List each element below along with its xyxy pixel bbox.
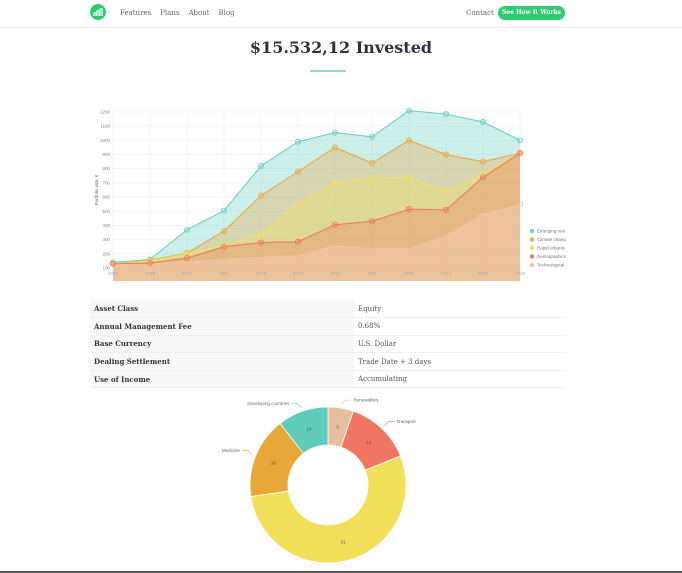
svg-text:400: 400 [102,223,110,228]
portfolio-area-chart: 100 200 300 400 500 600 700 800 900 1000 1100 1200 P… [84,100,584,285]
detail-key: Annual Management Fee [90,317,354,336]
svg-text:Rapid urbanis: Rapid urbanis [537,246,566,251]
svg-text:Developing countries: Developing countries [247,401,290,406]
svg-text:1100: 1100 [100,124,110,129]
nav-link-about[interactable]: About [188,9,210,17]
bottom-edge [0,571,682,573]
svg-text:2018: 2018 [478,271,489,276]
table-row: Use of Income Accumulating [90,370,566,389]
svg-text:2015: 2015 [367,271,378,276]
svg-text:Demographics: Demographics [537,254,567,259]
svg-text:2008: 2008 [108,271,119,276]
table-row: Dealing Settlement Trade Date + 3 days [90,352,566,371]
svg-text:800: 800 [102,166,110,171]
svg-text:2013: 2013 [293,271,304,276]
title-underline [310,70,346,72]
svg-text:2017: 2017 [441,271,452,276]
svg-text:10: 10 [306,427,312,432]
svg-text:100: 100 [102,266,110,271]
svg-text:Medicine: Medicine [222,448,241,453]
svg-text:Climate chang: Climate chang [537,237,566,242]
svg-text:5: 5 [336,424,339,429]
detail-value: 0.68% [354,317,566,336]
nav-link-blog[interactable]: Blog [218,9,235,17]
svg-text:2009: 2009 [145,271,156,276]
svg-text:Emerging mar: Emerging mar [537,229,566,234]
table-row: Asset Class Equity [90,300,566,319]
detail-key: Use of Income [90,370,354,389]
page-title: $15.532,12 Invested [249,38,433,57]
fund-details-table: Asset Class Equity Annual Management Fee 0.… [90,300,566,389]
svg-text:51: 51 [341,539,347,544]
nav-link-plans[interactable]: Plans [160,9,180,17]
svg-text:1000: 1000 [100,138,111,143]
svg-text:13: 13 [366,440,372,445]
nav-link-contact[interactable]: Contact [466,9,494,17]
svg-text:500: 500 [102,209,110,214]
table-row: Base Currency U.S. Dollar [90,335,566,354]
svg-text:2010: 2010 [182,271,193,276]
see-how-it-works-button[interactable]: See How it Works [498,6,565,20]
svg-text:200: 200 [102,251,110,256]
detail-value: Equity [354,300,566,319]
nav-link-features[interactable]: Features [120,9,152,17]
svg-text:Renewables: Renewables [353,398,379,403]
detail-value: Accumulating [354,370,566,389]
detail-key: Dealing Settlement [90,352,354,371]
top-nav: Features Plans About Blog Contact See Ho… [0,0,682,28]
svg-text:Transport: Transport [397,419,417,424]
allocation-donut-chart: 5 Renewables 13 Transport 51 16 Medicine 10 Deve… [200,398,480,573]
svg-text:900: 900 [102,152,110,157]
svg-text:300: 300 [102,237,110,242]
svg-text:Technological: Technological [537,263,564,268]
svg-text:600: 600 [102,195,110,200]
area-chart-svg: 100 200 300 400 500 600 700 800 900 1000 1100 1200 P… [94,107,567,281]
svg-text:2014: 2014 [330,271,341,276]
table-row: Annual Management Fee 0.68% [90,317,566,336]
svg-text:2016: 2016 [404,271,415,276]
detail-value: U.S. Dollar [354,335,566,354]
svg-text:16: 16 [271,461,277,466]
chart-logo-icon[interactable] [90,4,106,20]
nav-links: Features Plans About Blog [120,9,235,17]
svg-text:2019: 2019 [515,271,526,276]
detail-key: Asset Class [90,300,354,319]
svg-text:700: 700 [102,180,110,185]
svg-text:2012: 2012 [256,271,267,276]
detail-value: Trade Date + 3 days [354,352,566,371]
svg-text:1200: 1200 [100,110,111,115]
svg-text:Portfolio size, €: Portfolio size, € [94,174,99,205]
detail-key: Base Currency [90,335,354,354]
svg-text:2011: 2011 [219,271,229,276]
donut-chart-svg: 5 Renewables 13 Transport 51 16 Medicine 10 Deve… [222,398,417,564]
